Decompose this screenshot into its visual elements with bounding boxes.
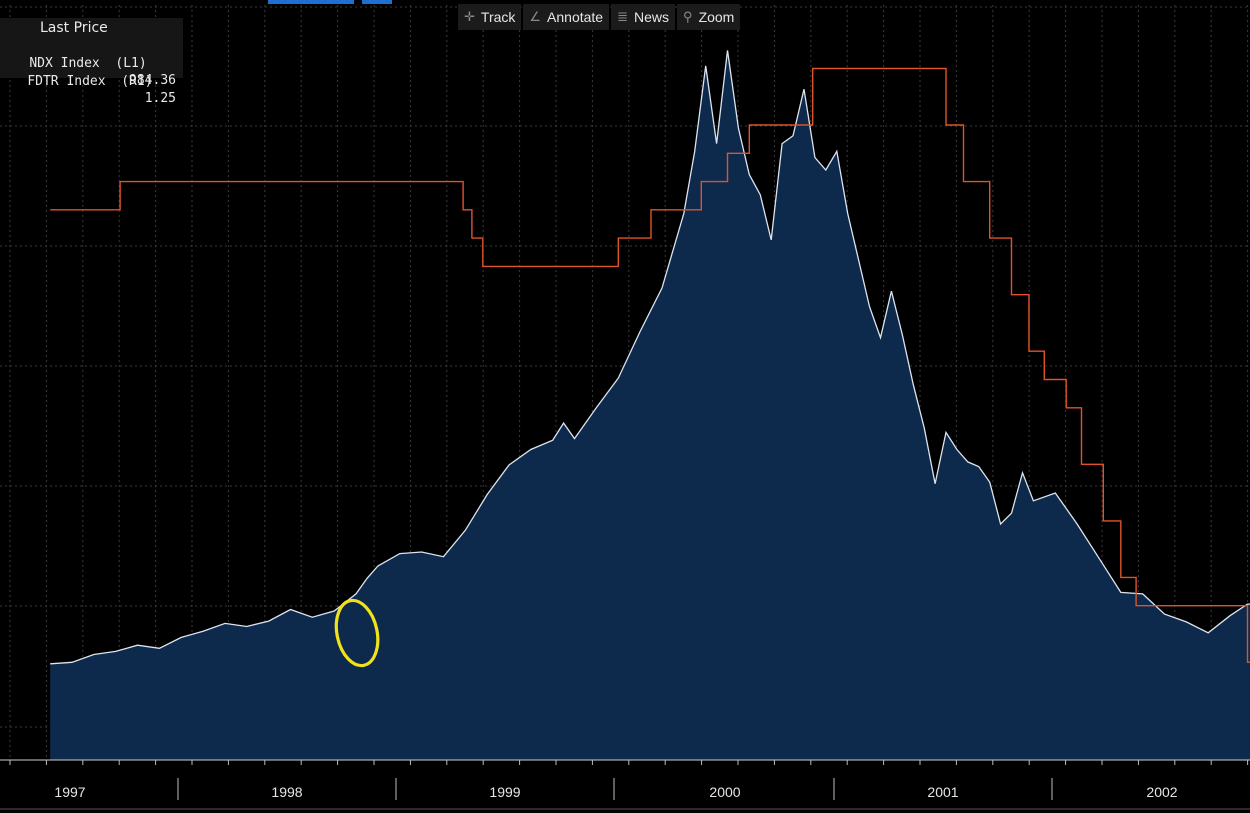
zoom-button[interactable]: ⚲ Zoom (677, 4, 741, 30)
legend-box: Last Price NDX Index (L1) 984.36 FDTR In… (0, 18, 183, 106)
x-tick-label: 1999 (489, 784, 520, 800)
fdtr-step-line (50, 67, 1250, 663)
annotation-circle (334, 598, 380, 668)
legend-row-fdtr[interactable]: FDTR Index (R1) 1.25 (0, 56, 176, 124)
zoom-label: Zoom (698, 9, 735, 25)
ndx-line (50, 50, 1250, 665)
news-button[interactable]: ≣ News (611, 4, 676, 30)
annotate-button[interactable]: ∠ Annotate (523, 4, 610, 30)
tab-indicator-1[interactable] (268, 0, 354, 4)
track-button[interactable]: ✛ Track (458, 4, 522, 30)
legend-label-ndx: NDX Index (L1) (29, 56, 147, 71)
x-tick-label: 1997 (54, 784, 85, 800)
x-tick-label: 2000 (709, 784, 740, 800)
news-label: News (634, 9, 670, 25)
legend-label-fdtr: FDTR Index (R1) (27, 74, 153, 89)
magnifier-icon: ⚲ (683, 9, 693, 24)
tab-indicator-2[interactable] (362, 0, 392, 4)
track-label: Track (480, 9, 516, 25)
news-icon: ≣ (617, 9, 629, 24)
series-layer (50, 50, 1250, 760)
x-axis: 1997 1998 1999 2000 2001 2002 (0, 759, 1250, 810)
crosshair-icon: ✛ (464, 9, 475, 24)
legend-row-ndx[interactable]: NDX Index (L1) 984.36 (0, 38, 176, 106)
chart-toolbar: ✛ Track ∠ Annotate ≣ News ⚲ Zoom (458, 4, 742, 30)
legend-value-fdtr: 1.25 (144, 91, 176, 106)
legend-value-ndx: 984.36 (129, 73, 176, 88)
ndx-area (50, 50, 1250, 760)
legend-title: Last Price (40, 20, 108, 36)
annotate-label: Annotate (547, 9, 604, 25)
x-tick-label: 2001 (927, 784, 958, 800)
x-tick-label: 1998 (271, 784, 302, 800)
pencil-icon: ∠ (529, 9, 542, 24)
annotation-layer (334, 598, 380, 668)
x-tick-label: 2002 (1146, 784, 1177, 800)
